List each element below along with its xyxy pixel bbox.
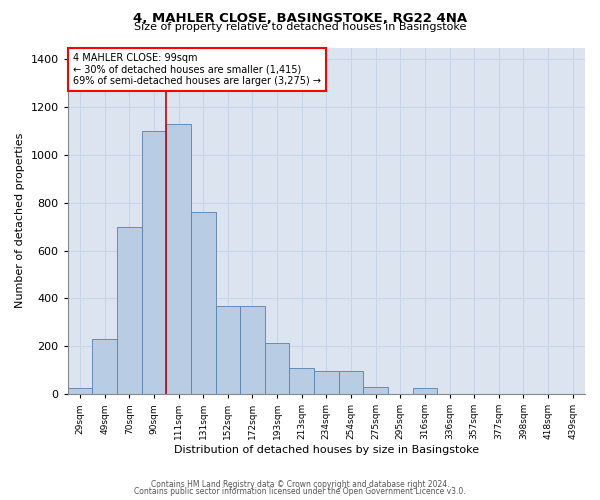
Bar: [289, 368, 314, 394]
Text: Contains public sector information licensed under the Open Government Licence v3: Contains public sector information licen…: [134, 487, 466, 496]
Bar: [240, 306, 265, 394]
X-axis label: Distribution of detached houses by size in Basingstoke: Distribution of detached houses by size …: [174, 445, 479, 455]
Text: 4, MAHLER CLOSE, BASINGSTOKE, RG22 4NA: 4, MAHLER CLOSE, BASINGSTOKE, RG22 4NA: [133, 12, 467, 26]
Text: Contains HM Land Registry data © Crown copyright and database right 2024.: Contains HM Land Registry data © Crown c…: [151, 480, 449, 489]
Bar: [117, 226, 142, 394]
Bar: [166, 124, 191, 394]
Bar: [314, 372, 338, 394]
Bar: [68, 388, 92, 394]
Bar: [338, 372, 364, 394]
Bar: [191, 212, 215, 394]
Bar: [364, 387, 388, 394]
Bar: [92, 339, 117, 394]
Bar: [265, 342, 289, 394]
Text: Size of property relative to detached houses in Basingstoke: Size of property relative to detached ho…: [134, 22, 466, 32]
Bar: [215, 306, 240, 394]
Y-axis label: Number of detached properties: Number of detached properties: [15, 133, 25, 308]
Bar: [142, 131, 166, 394]
Text: 4 MAHLER CLOSE: 99sqm
← 30% of detached houses are smaller (1,415)
69% of semi-d: 4 MAHLER CLOSE: 99sqm ← 30% of detached …: [73, 52, 321, 86]
Bar: [413, 388, 437, 394]
